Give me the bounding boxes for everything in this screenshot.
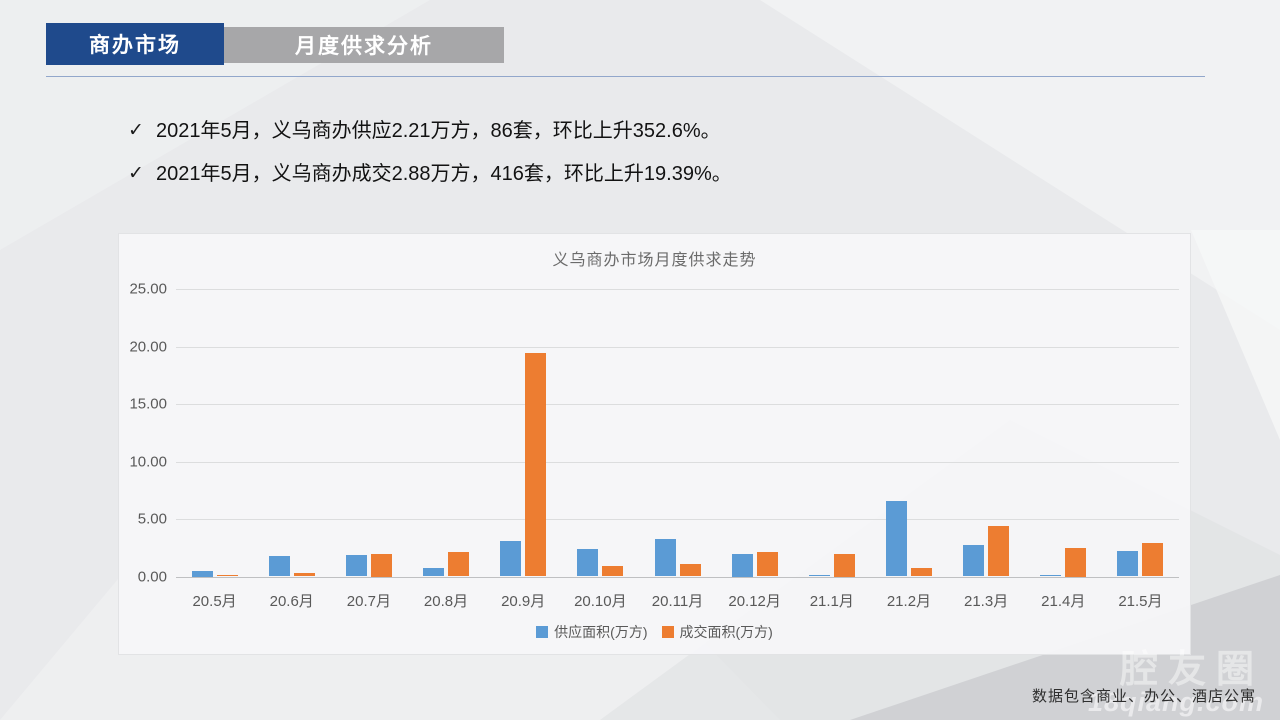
bar-deal-21.1月	[833, 553, 855, 577]
chart-legend: 供应面积(万方) 成交面积(万方)	[119, 622, 1190, 642]
bar-deal-20.12月	[756, 552, 778, 577]
x-tick-20.6月: 20.6月	[269, 592, 314, 610]
x-tick-20.7月: 20.7月	[346, 592, 391, 610]
bar-deal-20.6月	[293, 573, 315, 577]
bar-supply-21.4月	[1040, 575, 1062, 577]
tab-commercial-market: 商办市场	[46, 23, 224, 65]
bar-deal-21.3月	[988, 525, 1010, 577]
legend-item-supply: 供应面积(万方)	[536, 622, 648, 642]
bar-deal-20.5月	[216, 575, 238, 577]
y-tick-20.00: 20.00	[129, 338, 167, 355]
gridline-15	[176, 404, 1179, 405]
chart-title: 义乌商办市场月度供求走势	[552, 252, 757, 269]
x-tick-20.5月: 20.5月	[192, 592, 237, 610]
y-tick-10.00: 10.00	[129, 453, 167, 470]
y-tick-5.00: 5.00	[137, 510, 167, 528]
bar-supply-20.10月	[577, 548, 599, 577]
bar-deal-21.2月	[910, 568, 932, 577]
x-tick-20.12月: 20.12月	[728, 592, 781, 610]
bar-supply-20.8月	[423, 568, 445, 577]
bar-deal-21.5月	[1142, 543, 1164, 577]
bar-deal-20.7月	[370, 553, 392, 577]
legend-label-supply: 供应面积(万方)	[554, 624, 648, 640]
bullet-deal: ✓ 2021年5月，义乌商办成交2.88万方，416套，环比上升19.39%。	[128, 161, 732, 187]
bar-deal-20.8月	[448, 552, 470, 577]
x-tick-21.3月: 21.3月	[964, 592, 1009, 610]
legend-swatch-deal	[661, 626, 674, 638]
bar-deal-20.10月	[602, 566, 624, 577]
bar-supply-20.6月	[268, 555, 290, 577]
bar-supply-21.1月	[808, 575, 830, 577]
bar-supply-20.12月	[731, 553, 753, 577]
header-divider	[46, 76, 1205, 77]
gridline-5	[176, 519, 1179, 520]
bullet-supply-text: 2021年5月，义乌商办供应2.21万方，86套，环比上升352.6%。	[156, 120, 721, 142]
legend-swatch-supply	[536, 626, 549, 638]
legend-item-deal: 成交面积(万方)	[661, 622, 773, 642]
y-tick-0.00: 0.00	[137, 568, 167, 585]
bar-supply-21.5月	[1117, 551, 1139, 577]
bullet-deal-text: 2021年5月，义乌商办成交2.88万方，416套，环比上升19.39%。	[156, 163, 732, 185]
plot-area: 0.00 5.00 10.00 15.00 20.00 25.00 20.5月 20.6月 20…	[119, 234, 1190, 654]
bar-supply-20.9月	[500, 540, 522, 577]
x-tick-20.10月: 20.10月	[574, 592, 627, 610]
bar-supply-20.5月	[191, 570, 213, 577]
gridline-25	[176, 289, 1179, 290]
x-tick-21.4月: 21.4月	[1041, 592, 1086, 610]
y-tick-25.00: 25.00	[129, 280, 167, 298]
check-icon: ✓	[128, 163, 144, 184]
bar-supply-21.3月	[963, 545, 985, 577]
x-tick-21.2月: 21.2月	[886, 592, 932, 610]
gridline-20	[176, 346, 1179, 348]
bar-supply-21.2月	[885, 500, 907, 577]
bullet-supply: ✓ 2021年5月，义乌商办供应2.21万方，86套，环比上升352.6%。	[128, 118, 732, 144]
chart-panel: 义乌商办市场月度供求走势 0.00 5.00 10.00 15.00 20.00 25.0…	[118, 233, 1191, 655]
x-tick-20.9月: 20.9月	[501, 592, 546, 610]
x-tick-21.5月: 21.5月	[1118, 592, 1163, 610]
bar-deal-20.11月	[679, 563, 701, 577]
x-tick-20.8月: 20.8月	[423, 592, 469, 610]
check-icon: ✓	[128, 120, 144, 141]
tab-monthly-supply-demand: 月度供求分析	[224, 27, 504, 63]
summary-bullets: ✓ 2021年5月，义乌商办供应2.21万方，86套，环比上升352.6%。 ✓…	[128, 118, 732, 204]
legend-label-deal: 成交面积(万方)	[679, 624, 773, 640]
data-scope-note: 数据包含商业、办公、酒店公寓	[1031, 688, 1256, 705]
bar-supply-20.11月	[654, 538, 676, 577]
x-axis-line	[176, 576, 1179, 578]
bar-deal-21.4月	[1065, 547, 1087, 577]
bar-supply-20.7月	[345, 554, 367, 577]
x-tick-20.11月: 20.11月	[651, 592, 704, 610]
x-tick-21.1月: 21.1月	[809, 592, 854, 610]
gridline-10	[176, 461, 1179, 463]
y-tick-15.00: 15.00	[129, 395, 167, 413]
bar-deal-20.9月	[525, 353, 547, 577]
